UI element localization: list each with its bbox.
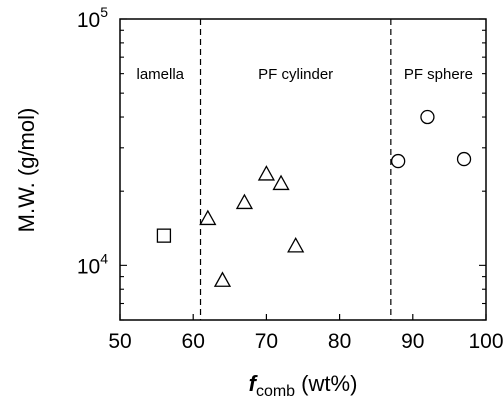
plot-frame [119, 18, 487, 321]
triangle-marker [235, 193, 254, 210]
x-tick-label: 90 [401, 330, 424, 353]
y-axis-title: M.W. (g/mol) [14, 108, 39, 233]
circle-marker [391, 153, 406, 169]
region-label: PF cylinder [258, 66, 333, 83]
triangle-marker [257, 165, 276, 181]
data-points [156, 109, 472, 287]
region-label: lamella [136, 66, 184, 83]
triangle-marker [199, 209, 217, 226]
y-tick-label: 104 [77, 250, 108, 278]
x-tick-label: 80 [328, 330, 351, 353]
triangle-marker [213, 271, 232, 287]
region-label: PF sphere [404, 66, 473, 83]
triangle-marker [272, 174, 290, 191]
x-tick-label: 50 [108, 330, 131, 353]
x-tick-label: 60 [182, 330, 205, 353]
x-axis-title: fcomb (wt%) [249, 371, 358, 396]
region-dividers [199, 19, 392, 320]
square-marker [156, 228, 172, 243]
y-tick-label: 105 [77, 4, 108, 32]
y-axis-ticks: 104 105 [77, 4, 486, 321]
x-axis-ticks: 50 60 70 80 90 100 [108, 314, 504, 353]
triangle-marker [287, 237, 305, 253]
x-tick-label: 100 [468, 330, 503, 353]
circle-marker [420, 109, 435, 125]
x-tick-label: 70 [255, 330, 278, 353]
region-labels: lamella PF cylinder PF sphere [136, 66, 473, 83]
circle-marker [456, 151, 472, 167]
